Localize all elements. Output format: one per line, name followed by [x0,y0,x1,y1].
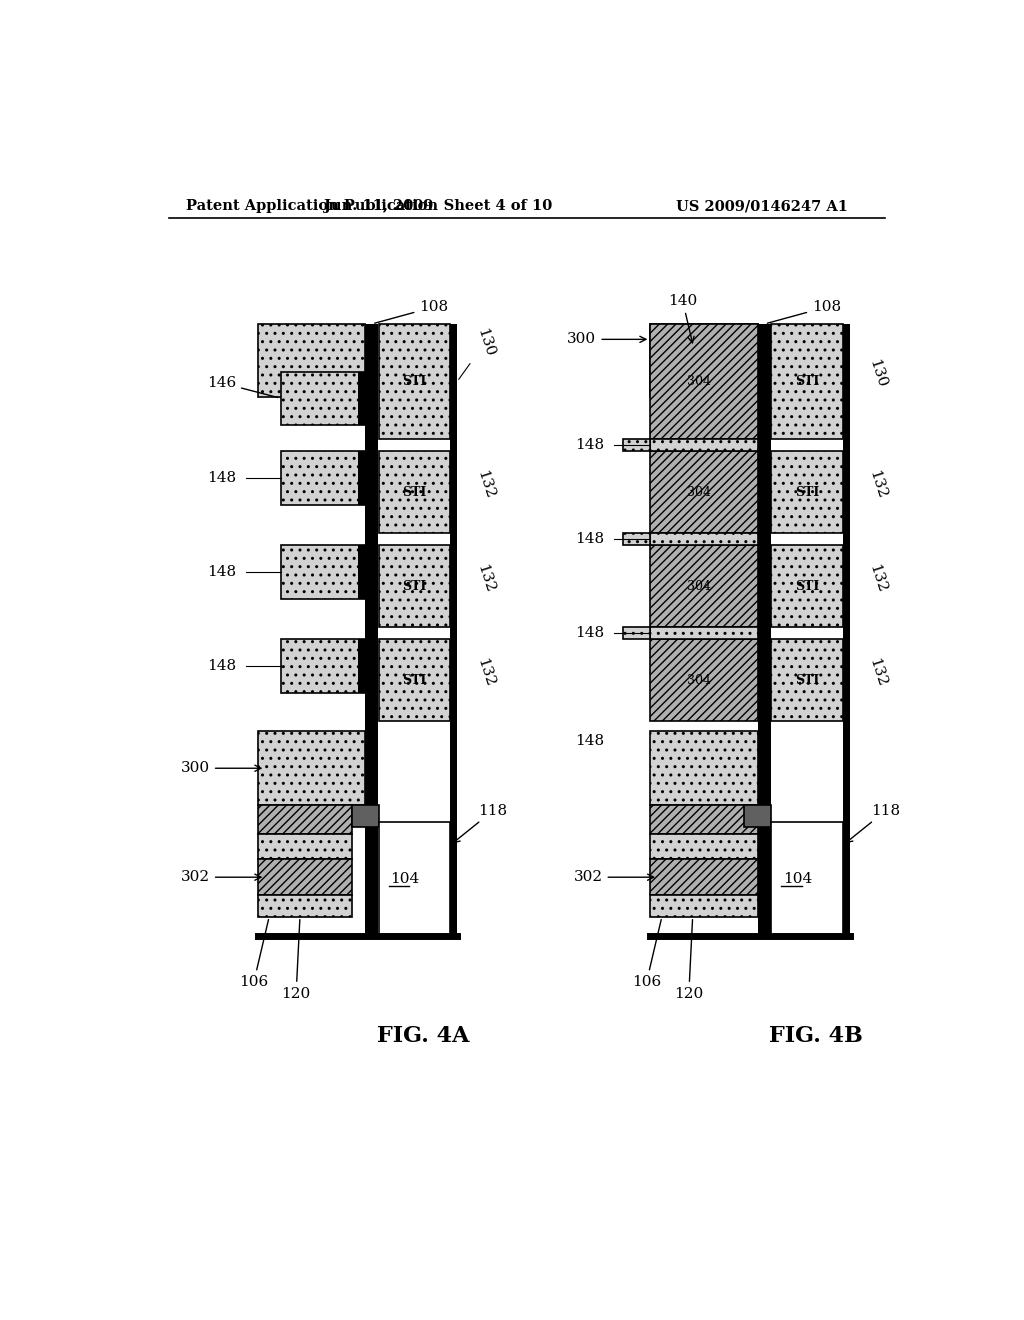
Bar [650,533,758,545]
Text: 148: 148 [207,659,237,673]
Text: Jun. 11, 2009  Sheet 4 of 10: Jun. 11, 2009 Sheet 4 of 10 [325,199,553,213]
Bar [281,545,366,599]
Bar [451,822,457,936]
Text: STI: STI [795,673,819,686]
Bar [357,372,366,425]
Bar [258,731,366,805]
Bar [771,822,843,936]
Text: 304: 304 [687,375,711,388]
Text: 148: 148 [575,626,604,640]
Text: FIG. 4A: FIG. 4A [377,1026,469,1047]
Text: 104: 104 [390,873,419,886]
Text: 302: 302 [573,870,653,884]
Bar [771,639,843,721]
Text: STI: STI [402,486,426,499]
Text: STI: STI [795,375,819,388]
Bar [650,834,758,859]
Bar [451,323,457,936]
Text: FIG. 4B: FIG. 4B [769,1026,863,1047]
Bar [744,805,771,826]
Bar [281,451,366,506]
Text: STI: STI [795,579,819,593]
Text: 120: 120 [674,920,703,1001]
Bar [650,859,758,895]
Bar [843,822,850,936]
Bar [379,639,451,721]
Text: US 2009/0146247 A1: US 2009/0146247 A1 [676,199,848,213]
Text: 140: 140 [668,294,697,343]
Text: STI: STI [402,673,426,686]
Bar [258,834,352,859]
Bar [281,639,366,693]
Text: 118: 118 [846,804,900,842]
Bar [258,895,352,917]
Bar [650,895,758,917]
Bar [357,451,366,506]
Text: 106: 106 [632,920,662,989]
Text: STI: STI [795,486,819,499]
Bar [758,323,771,936]
Bar [650,639,758,721]
Text: 148: 148 [575,532,604,546]
Text: 146: 146 [207,376,279,397]
Bar [258,805,352,834]
Bar [650,805,758,834]
Bar [650,731,758,805]
Bar [771,545,843,627]
Text: 300: 300 [567,333,646,346]
Text: 304: 304 [687,673,711,686]
Text: 104: 104 [782,873,812,886]
Bar [379,451,451,533]
Text: 132: 132 [866,469,889,500]
Bar [771,451,843,533]
Text: 132: 132 [474,469,497,500]
Bar [843,323,850,936]
Text: 132: 132 [474,656,497,689]
Bar [650,627,758,639]
Bar [650,451,758,533]
Bar [357,545,366,599]
Text: 132: 132 [866,562,889,594]
Bar [258,323,366,397]
Text: 108: 108 [767,300,841,323]
Text: 108: 108 [375,300,449,323]
Bar [771,323,843,440]
Text: 304: 304 [687,579,711,593]
Text: 120: 120 [282,920,310,1001]
Bar [650,545,758,627]
Text: 130: 130 [459,326,497,379]
Text: STI: STI [402,375,426,388]
Bar [258,859,352,895]
Bar [379,822,451,936]
Text: 130: 130 [866,358,889,389]
Bar [357,639,366,693]
Bar [650,323,758,397]
Bar [650,440,758,451]
Text: 148: 148 [575,438,604,453]
Text: 118: 118 [454,804,508,842]
Text: 302: 302 [181,870,261,884]
Text: STI: STI [402,579,426,593]
Text: Patent Application Publication: Patent Application Publication [186,199,438,213]
Bar [379,323,451,440]
Text: 132: 132 [474,562,497,594]
Bar [624,533,650,545]
Bar [351,805,379,826]
Bar [366,323,379,936]
Text: 148: 148 [575,734,604,747]
Text: 304: 304 [687,486,711,499]
Bar [624,627,650,639]
Bar [624,440,650,451]
Text: 106: 106 [240,920,268,989]
Text: 300: 300 [181,762,261,775]
Bar [379,545,451,627]
Text: 148: 148 [207,471,237,484]
Bar [650,323,758,440]
Bar [281,372,366,425]
Text: 132: 132 [866,656,889,689]
Text: 148: 148 [207,565,237,579]
